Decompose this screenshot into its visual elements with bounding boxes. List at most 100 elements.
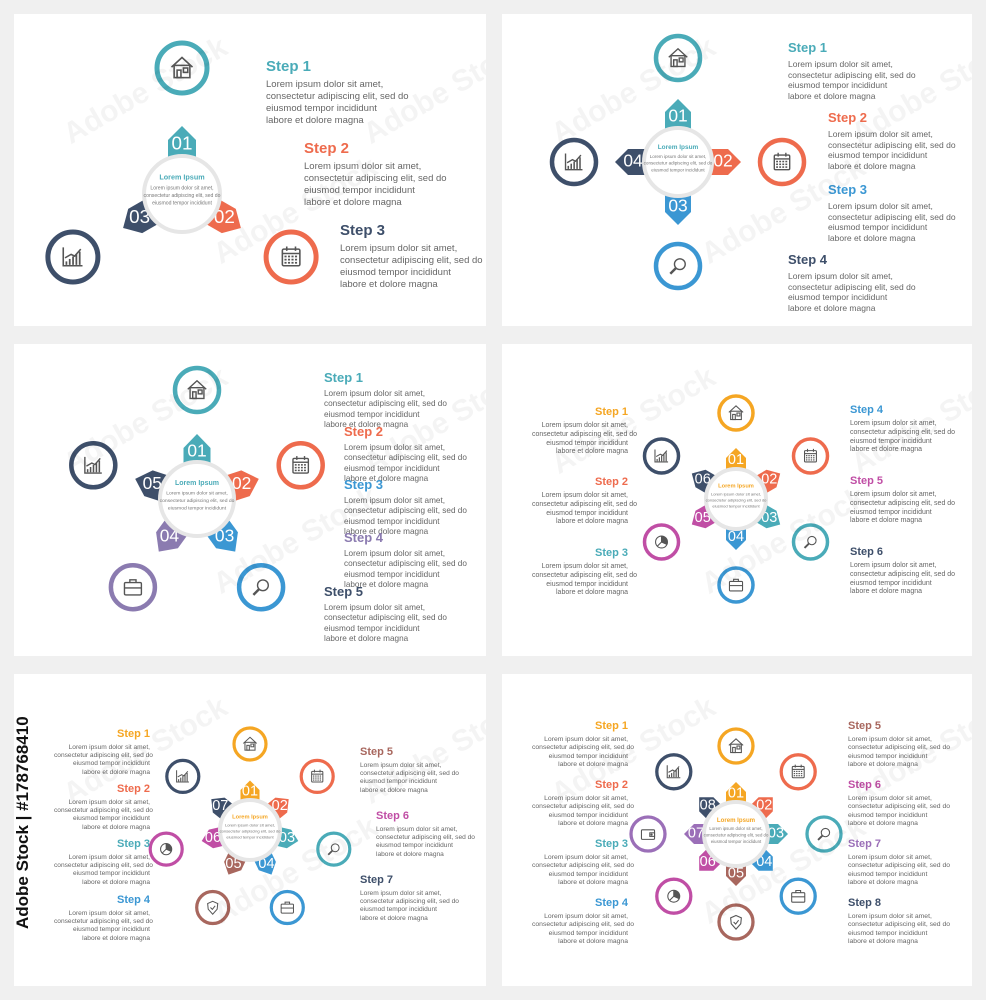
step-body-line: eiusmod tempor incididunt bbox=[850, 437, 932, 445]
step-body-line: labore et dolore magna bbox=[82, 768, 150, 776]
petal-01: 01 bbox=[717, 727, 755, 806]
step-body-line: eiusmod tempor incididunt bbox=[848, 929, 928, 937]
petal-arrow bbox=[708, 149, 741, 175]
step-block-3: Step 3 Lorem ipsum dolor sit amet, consect… bbox=[532, 547, 638, 598]
step-title: Step 4 bbox=[594, 897, 628, 909]
step-block-3: Step 3 Lorem ipsum dolor sit amet, consect… bbox=[344, 477, 486, 537]
step-body-line: consectetur adipiscing elit, sed do bbox=[54, 862, 153, 870]
step-body-line: labore et dolore magna bbox=[848, 761, 918, 769]
step-body-line: eiusmod tempor incididunt bbox=[344, 569, 440, 579]
center-text-line: eiusmod tempor incididunt bbox=[226, 834, 274, 839]
step-block-3: Step 3 Lorem ipsum dolor sit amet, consect… bbox=[532, 838, 634, 888]
step-body-line: eiusmod tempor incididunt bbox=[344, 516, 440, 526]
step-body-line: labore et dolore magna bbox=[828, 160, 916, 171]
step-title: Step 1 bbox=[266, 58, 312, 75]
panel-six-steps: 01 02 03 04 05 06 Lorem Ipsum Lorem ipsum dolor… bbox=[502, 344, 972, 656]
house-icon bbox=[728, 738, 744, 754]
petal-number: 06 bbox=[700, 854, 716, 870]
calendar-icon bbox=[773, 152, 791, 171]
step-body-line: Lorem ipsum dolor sit amet, bbox=[848, 795, 932, 802]
step-body-line: Lorem ipsum dolor sit amet, bbox=[324, 603, 426, 612]
step-body-line: consectetur adipiscing elit, sed do bbox=[828, 211, 956, 222]
shield-icon bbox=[207, 900, 219, 915]
step-block-3: Step 3 Lorem ipsum dolor sit amet, consect… bbox=[54, 838, 153, 887]
magnifier-icon bbox=[817, 827, 831, 841]
calendar-icon bbox=[791, 764, 805, 779]
petal-04: 04 bbox=[748, 846, 817, 915]
step-title: Step 4 bbox=[788, 252, 828, 267]
chart-icon bbox=[84, 456, 102, 474]
petal-03: 03 bbox=[45, 198, 160, 285]
step-body-line: Lorem ipsum dolor sit amet, bbox=[788, 271, 893, 281]
chart-icon bbox=[666, 765, 681, 779]
center-text-line: eiusmod tempor incididunt bbox=[651, 168, 705, 173]
petal-number: 03 bbox=[668, 195, 687, 215]
step-body-line: consectetur adipiscing elit, sed do bbox=[266, 90, 409, 102]
petal-number: 04 bbox=[623, 150, 643, 170]
petal-number: 06 bbox=[205, 830, 221, 846]
step-body-line: eiusmod tempor incididunt bbox=[73, 760, 150, 768]
step-body-line: Lorem ipsum dolor sit amet, bbox=[68, 744, 150, 751]
step-title: Step 4 bbox=[344, 530, 384, 545]
step-body-line: consectetur adipiscing elit, sed do bbox=[532, 803, 635, 811]
step-block-4: Step 4 Lorem ipsum dolor sit amet, consect… bbox=[344, 530, 486, 590]
step-block-6: Step 6 Lorem ipsum dolor sit amet, consect… bbox=[848, 779, 950, 829]
step-block-7: Step 7 Lorem ipsum dolor sit amet, consect… bbox=[360, 874, 459, 923]
step-body-line: consectetur adipiscing elit, sed do bbox=[340, 254, 483, 266]
step-title: Step 6 bbox=[850, 546, 884, 558]
center-text-line: Lorem ipsum dolor sit amet, bbox=[709, 826, 762, 831]
step-title: Step 3 bbox=[594, 547, 628, 559]
center-text-line: eiusmod tempor incididunt bbox=[152, 201, 212, 207]
step-title: Step 3 bbox=[828, 182, 868, 197]
step-body-line: labore et dolore magna bbox=[828, 232, 916, 243]
petal-arrow bbox=[726, 862, 746, 886]
step-block-1: Step 1 Lorem ipsum dolor sit amet, consect… bbox=[788, 40, 938, 102]
petal-04: 04 bbox=[108, 517, 189, 612]
petal-07: 07 bbox=[165, 758, 236, 822]
petal-number: 01 bbox=[728, 452, 744, 468]
house-icon bbox=[187, 379, 207, 400]
petal-arrow bbox=[240, 780, 260, 804]
step-block-2: Step 2 Lorem ipsum dolor sit amet, consect… bbox=[54, 783, 153, 832]
step-body-line: Lorem ipsum dolor sit amet, bbox=[344, 496, 446, 505]
icon-ring bbox=[195, 889, 231, 926]
step-body-line: eiusmod tempor incididunt bbox=[850, 579, 932, 587]
step-body-line: labore et dolore magna bbox=[82, 878, 150, 886]
briefcase-icon bbox=[123, 579, 143, 596]
chart-icon bbox=[564, 153, 583, 171]
step-title: Step 2 bbox=[344, 424, 384, 439]
icon-ring bbox=[263, 229, 319, 285]
step-body-line: labore et dolore magna bbox=[788, 302, 876, 313]
chart-icon bbox=[62, 247, 83, 267]
step-body-line: consectetur adipiscing elit, sed do bbox=[324, 613, 447, 623]
petal-arrow bbox=[211, 797, 236, 822]
center-text-line: consectetur adipiscing elit, sed do bbox=[704, 833, 769, 838]
petal-number: 01 bbox=[187, 440, 206, 460]
step-body-line: labore et dolore magna bbox=[556, 448, 628, 456]
step-body-line: eiusmod tempor incididunt bbox=[304, 184, 415, 196]
icon-ring bbox=[629, 815, 667, 853]
step-title: Step 6 bbox=[376, 810, 410, 822]
magnifier-icon bbox=[669, 258, 686, 275]
step-body-line: eiusmod tempor incididunt bbox=[344, 463, 440, 473]
step-body-line: Lorem ipsum dolor sit amet, bbox=[340, 243, 458, 254]
step-title: Step 7 bbox=[360, 874, 394, 886]
center-text-line: eiusmod tempor incididunt bbox=[168, 505, 227, 511]
step-block-4: Step 4 Lorem ipsum dolor sit amet, consect… bbox=[532, 897, 634, 947]
step-body-line: consectetur adipiscing elit, sed do bbox=[344, 559, 467, 569]
icon-ring bbox=[232, 726, 268, 762]
step-body-line: Lorem ipsum dolor sit amet, bbox=[848, 736, 932, 743]
step-body-line: eiusmod tempor incididunt bbox=[546, 439, 628, 447]
icon-ring bbox=[108, 562, 158, 612]
step-body-line: labore et dolore magna bbox=[324, 419, 409, 429]
step-body-line: Lorem ipsum dolor sit amet, bbox=[360, 762, 442, 769]
calendar-icon bbox=[281, 246, 301, 267]
step-title: Step 2 bbox=[594, 779, 628, 791]
step-title: Step 4 bbox=[116, 894, 150, 906]
step-body-line: consectetur adipiscing elit, sed do bbox=[532, 571, 638, 579]
step-body-line: Lorem ipsum dolor sit amet, bbox=[68, 910, 150, 917]
